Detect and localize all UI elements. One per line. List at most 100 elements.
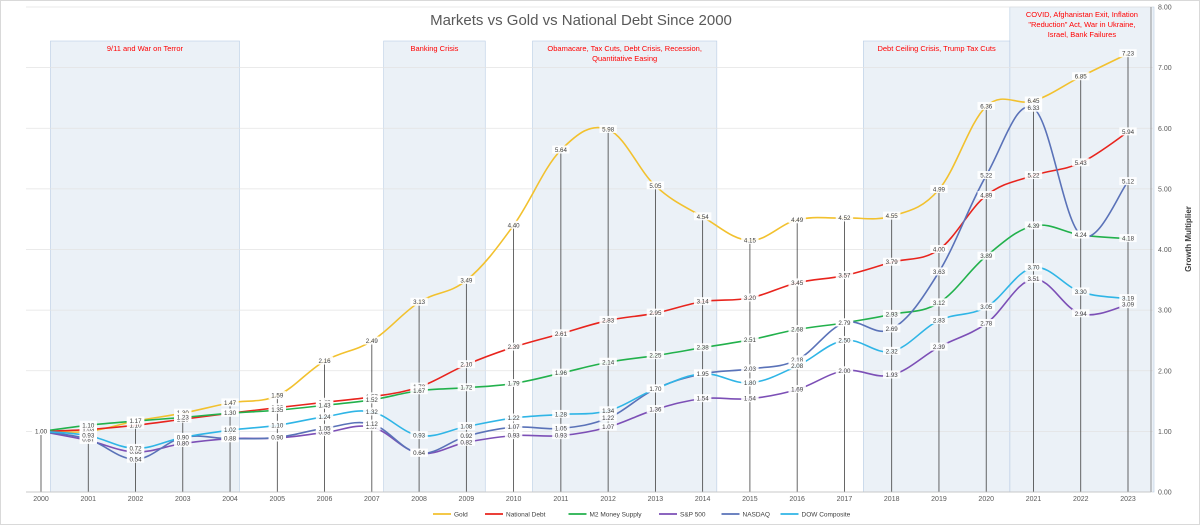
x-tick-label-2020: 2020 bbox=[978, 496, 994, 503]
data-label-dow-composite-2012: 1.34 bbox=[602, 408, 615, 415]
data-label-dow-composite-2020: 3.05 bbox=[980, 304, 993, 311]
data-label-bg-nasdaq-2009 bbox=[457, 431, 476, 440]
data-label-bg-gold-2013 bbox=[646, 181, 665, 190]
data-label-gold-2008: 3.13 bbox=[413, 299, 426, 306]
data-label-m2-money-supply-2005: 1.35 bbox=[271, 407, 284, 414]
data-label-bg-dow-composite-2006 bbox=[315, 412, 334, 421]
shaded-period-4 bbox=[863, 40, 1011, 493]
data-label-m2-money-supply-2021: 4.39 bbox=[1027, 223, 1040, 230]
x-tick-label-2008: 2008 bbox=[411, 496, 427, 503]
data-label-s-p-500-2017: 2.00 bbox=[838, 368, 851, 375]
data-label-bg-gold-2003 bbox=[174, 408, 192, 417]
x-tick-label-2005: 2005 bbox=[270, 496, 286, 503]
data-label-bg-gold-2004 bbox=[221, 398, 239, 407]
shaded-period-label-2: Banking Crisis bbox=[410, 44, 458, 53]
legend-label-national-debt: National Debt bbox=[506, 511, 546, 518]
data-label-bg-s-p-500-2022 bbox=[1072, 309, 1090, 318]
data-label-bg-dow-composite-2019 bbox=[930, 315, 948, 324]
data-label-bg-dow-composite-2009 bbox=[457, 422, 476, 431]
data-label-nasdaq-2006: 1.05 bbox=[319, 425, 332, 432]
shaded-period-2 bbox=[383, 40, 486, 493]
data-label-dow-composite-2008: 0.93 bbox=[413, 433, 426, 440]
data-label-bg-national-debt-2001 bbox=[79, 425, 97, 434]
data-label-s-p-500-2010: 0.93 bbox=[508, 433, 521, 440]
data-label-national-debt-2020: 4.89 bbox=[980, 193, 993, 200]
data-label-bg-national-debt-2011 bbox=[552, 329, 570, 338]
data-label-bg-gold-2005 bbox=[268, 391, 287, 400]
data-label-bg-dow-composite-2005 bbox=[268, 420, 287, 429]
data-label-s-p-500-2020: 2.78 bbox=[980, 320, 993, 327]
data-label-bg-gold-2007 bbox=[363, 336, 381, 345]
data-label-bg-gold-2015 bbox=[741, 235, 759, 244]
data-label-s-p-500-2022: 2.94 bbox=[1075, 311, 1088, 318]
data-label-dow-composite-2013: 1.70 bbox=[649, 386, 662, 393]
data-label-s-p-500-2015: 1.54 bbox=[744, 396, 757, 403]
data-label-gold-2023: 7.23 bbox=[1122, 51, 1135, 58]
data-label-dow-composite-2022: 3.30 bbox=[1075, 289, 1088, 296]
data-label-dow-composite-2009: 1.08 bbox=[460, 424, 473, 431]
data-label-national-debt-2002: 1.10 bbox=[129, 422, 142, 429]
data-label-bg-m2-money-supply-2023 bbox=[1119, 234, 1137, 243]
y-axis-title: Growth Multiplier bbox=[1184, 206, 1193, 272]
data-label-m2-money-supply-2003: 1.23 bbox=[177, 414, 190, 421]
data-label-dow-composite-2000: 1.00 bbox=[35, 428, 48, 435]
data-label-bg-dow-composite-2015 bbox=[741, 378, 759, 387]
x-tick-label-2022: 2022 bbox=[1073, 496, 1089, 503]
data-label-dow-composite-2017: 2.50 bbox=[838, 337, 851, 344]
data-label-bg-nasdaq-2015 bbox=[741, 364, 759, 373]
data-label-national-debt-2018: 3.79 bbox=[886, 259, 899, 266]
data-label-s-p-500-2006: 0.98 bbox=[319, 430, 332, 437]
shaded-period-label-1: 9/11 and War on Terror bbox=[107, 44, 184, 53]
x-tick-label-2009: 2009 bbox=[459, 496, 475, 503]
data-label-bg-dow-composite-2023 bbox=[1119, 294, 1137, 303]
legend-label-m2-money-supply: M2 Money Supply bbox=[590, 511, 643, 518]
data-label-gold-2006: 2.16 bbox=[319, 358, 332, 365]
data-label-bg-s-p-500-2020 bbox=[977, 318, 995, 327]
chart-title: Markets vs Gold vs National Debt Since 2… bbox=[430, 12, 732, 29]
data-label-gold-2016: 4.49 bbox=[791, 217, 804, 224]
data-label-bg-nasdaq-2010 bbox=[504, 422, 523, 431]
data-label-national-debt-2021: 5.22 bbox=[1027, 173, 1040, 180]
data-label-bg-gold-2023 bbox=[1119, 49, 1137, 58]
data-label-bg-dow-composite-2016 bbox=[788, 361, 806, 370]
data-label-m2-money-supply-2018: 2.93 bbox=[886, 311, 899, 318]
data-label-nasdaq-2012: 1.22 bbox=[602, 415, 615, 422]
data-label-dow-composite-2023: 3.19 bbox=[1122, 296, 1135, 303]
data-label-s-p-500-2013: 1.36 bbox=[649, 407, 662, 414]
data-label-gold-2019: 4.99 bbox=[933, 186, 946, 193]
data-label-m2-money-supply-2016: 2.68 bbox=[791, 327, 804, 334]
shaded-period-label-4: Debt Ceiling Crisis, Trump Tax Cuts bbox=[877, 44, 995, 53]
x-tick-label-2012: 2012 bbox=[600, 496, 616, 503]
y-tick-label-2: 2.00 bbox=[1158, 368, 1172, 375]
data-label-nasdaq-2005: 0.90 bbox=[271, 434, 284, 441]
y-tick-label-6: 6.00 bbox=[1158, 126, 1172, 133]
data-label-national-debt-2010: 2.39 bbox=[508, 344, 521, 351]
data-label-bg-m2-money-supply-2013 bbox=[646, 351, 665, 360]
data-label-bg-dow-composite-2003 bbox=[174, 432, 192, 441]
data-label-bg-nasdaq-2008 bbox=[410, 448, 428, 457]
data-label-s-p-500-2014: 1.54 bbox=[697, 396, 710, 403]
data-label-bg-gold-2006 bbox=[315, 356, 334, 365]
data-label-national-debt-2012: 2.83 bbox=[602, 317, 615, 324]
data-label-nasdaq-2009: 0.92 bbox=[460, 433, 473, 440]
data-label-bg-s-p-500-2003 bbox=[174, 439, 192, 447]
data-label-bg-dow-composite-2000 bbox=[32, 426, 50, 435]
data-label-nasdaq-2015: 2.03 bbox=[744, 366, 757, 373]
data-label-bg-nasdaq-2016 bbox=[788, 355, 806, 364]
data-label-dow-composite-2007: 1.32 bbox=[366, 409, 379, 416]
data-label-dow-composite-2015: 1.80 bbox=[744, 380, 757, 387]
data-label-bg-m2-money-supply-2016 bbox=[788, 325, 806, 334]
data-label-national-debt-2023: 5.94 bbox=[1122, 129, 1135, 136]
legend-label-gold: Gold bbox=[454, 511, 468, 518]
x-tick-label-2001: 2001 bbox=[80, 496, 96, 503]
data-label-bg-dow-composite-2013 bbox=[646, 384, 665, 393]
data-label-bg-nasdaq-2002 bbox=[126, 454, 145, 463]
data-label-m2-money-supply-2014: 2.38 bbox=[697, 345, 710, 352]
data-label-bg-s-p-500-2019 bbox=[930, 342, 948, 351]
data-label-bg-m2-money-supply-2006 bbox=[315, 400, 334, 409]
data-label-national-debt-2017: 3.57 bbox=[838, 273, 851, 280]
data-label-m2-money-supply-2020: 3.89 bbox=[980, 253, 993, 260]
data-label-gold-2005: 1.59 bbox=[271, 393, 284, 400]
data-label-gold-2014: 4.54 bbox=[697, 214, 710, 221]
data-label-s-p-500-2019: 2.39 bbox=[933, 344, 946, 351]
